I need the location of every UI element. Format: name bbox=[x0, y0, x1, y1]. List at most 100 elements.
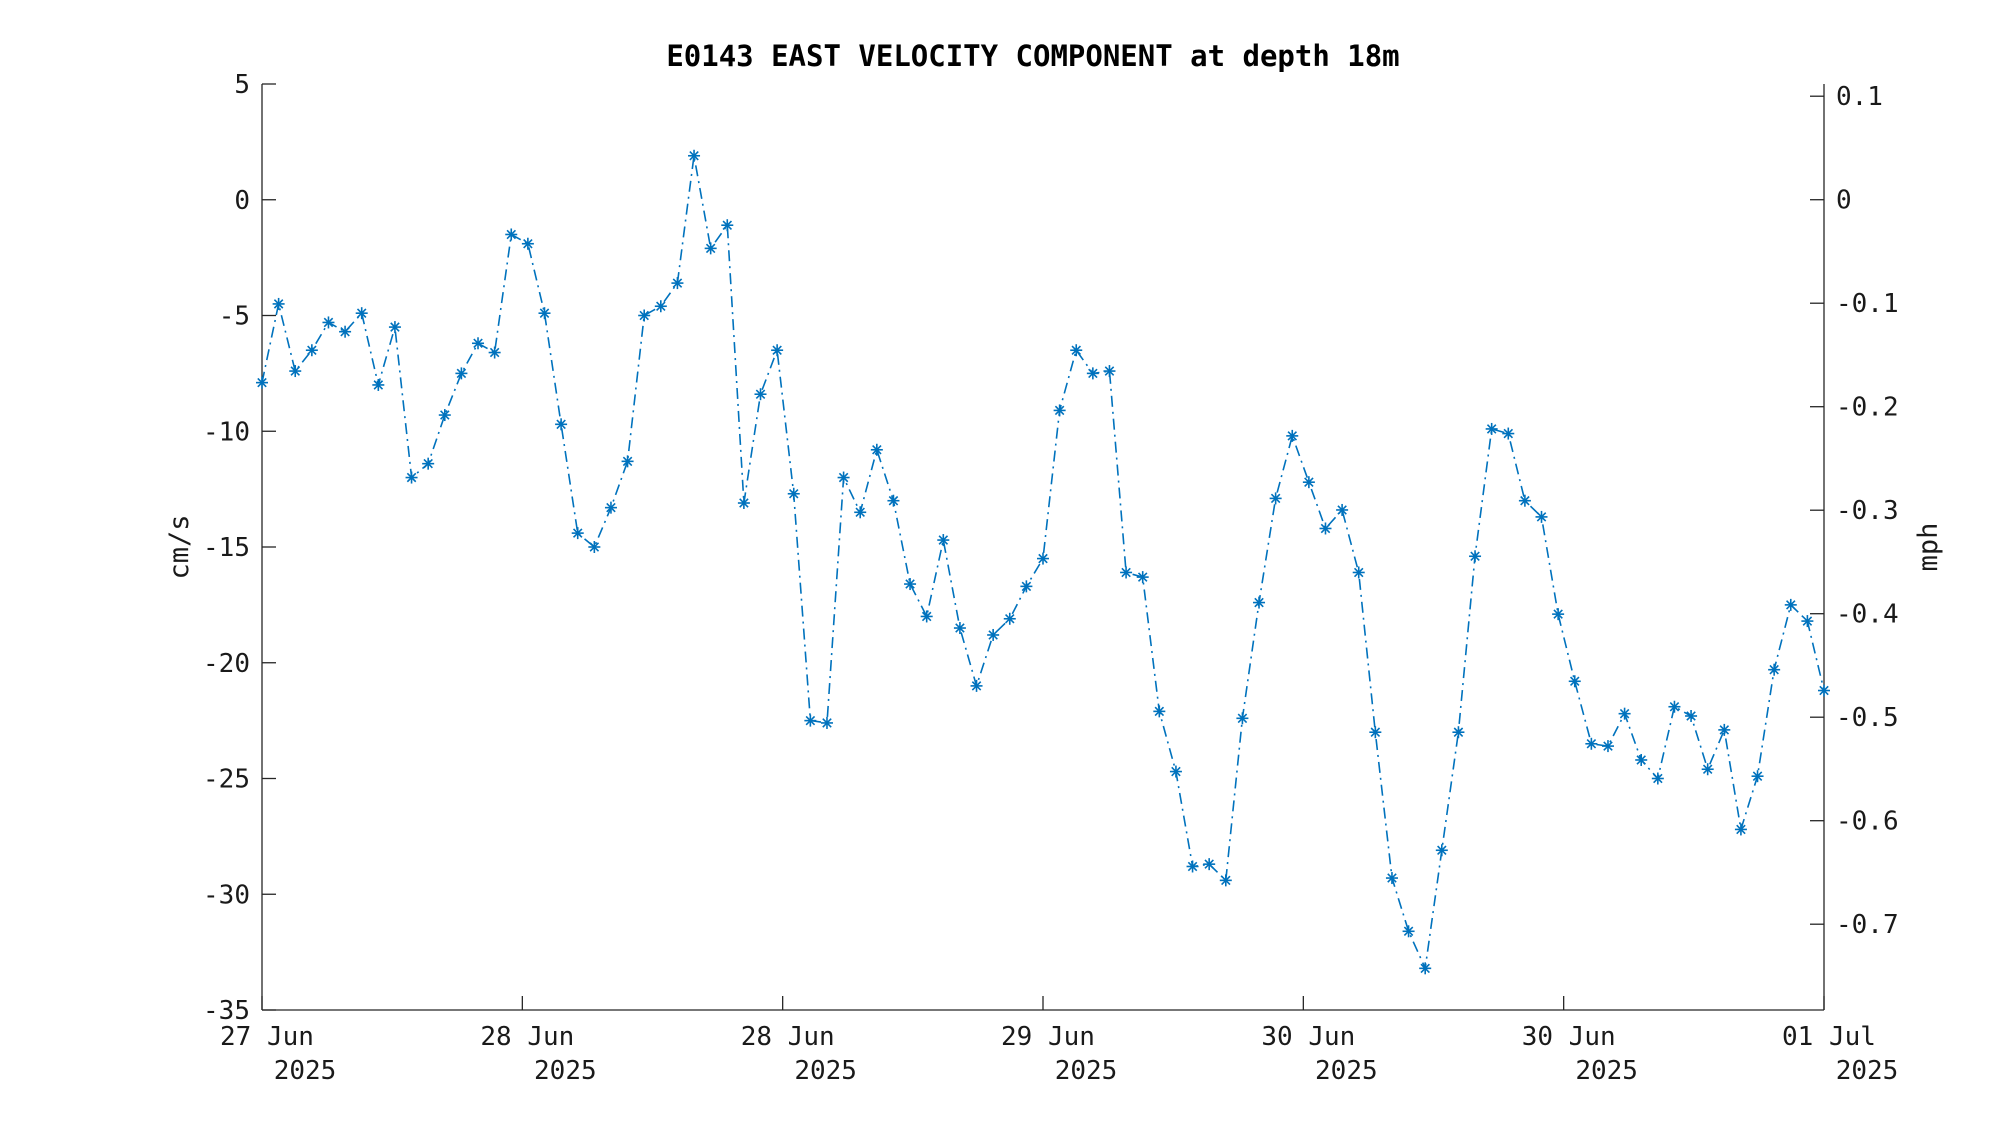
series-east-velocity bbox=[256, 149, 1830, 975]
x-tick-label-date: 27 Jun bbox=[220, 1022, 314, 1052]
data-point bbox=[804, 714, 817, 727]
data-point bbox=[305, 344, 318, 357]
data-point bbox=[505, 228, 518, 241]
data-point bbox=[538, 307, 551, 320]
data-point bbox=[388, 321, 401, 334]
data-point bbox=[488, 346, 501, 359]
y-tick-label: -25 bbox=[203, 765, 250, 795]
y-tick-label: 0 bbox=[234, 186, 250, 216]
data-point bbox=[1469, 550, 1482, 563]
data-point bbox=[870, 443, 883, 456]
data-point bbox=[1136, 571, 1149, 584]
data-point bbox=[1552, 608, 1565, 621]
data-point bbox=[1402, 925, 1415, 938]
data-point bbox=[1435, 844, 1448, 857]
data-point bbox=[272, 297, 285, 310]
data-point bbox=[671, 277, 684, 290]
data-point bbox=[854, 506, 867, 519]
data-point bbox=[1336, 503, 1349, 516]
data-point bbox=[1253, 596, 1266, 609]
data-point bbox=[1302, 476, 1315, 489]
data-point bbox=[1818, 684, 1830, 697]
data-point bbox=[837, 471, 850, 484]
plot-area bbox=[262, 84, 1824, 1010]
y2-tick-label: -0.4 bbox=[1836, 600, 1899, 630]
x-tick-label-year: 2025 bbox=[1836, 1056, 1899, 1086]
x-tick-label-year: 2025 bbox=[1575, 1056, 1638, 1086]
data-point bbox=[1518, 494, 1531, 507]
data-point bbox=[970, 679, 983, 692]
data-point bbox=[937, 534, 950, 547]
x-tick-label-date: 30 Jun bbox=[1522, 1022, 1616, 1052]
data-point bbox=[1369, 726, 1382, 739]
data-point bbox=[1535, 510, 1548, 523]
data-point bbox=[737, 497, 750, 510]
data-point bbox=[953, 622, 966, 635]
data-point bbox=[455, 367, 468, 380]
data-point bbox=[1452, 726, 1465, 739]
data-point bbox=[688, 149, 701, 162]
data-point bbox=[1502, 427, 1515, 440]
data-point bbox=[1734, 823, 1747, 836]
y-tick-label: -35 bbox=[203, 996, 250, 1026]
data-point bbox=[1651, 772, 1664, 785]
data-point bbox=[1186, 860, 1199, 873]
data-point bbox=[887, 494, 900, 507]
data-point bbox=[754, 388, 767, 401]
data-point bbox=[355, 307, 368, 320]
x-tick-label-year: 2025 bbox=[534, 1056, 597, 1086]
data-point bbox=[1086, 367, 1099, 380]
y2-tick-label: 0.1 bbox=[1836, 82, 1883, 112]
data-point bbox=[1053, 404, 1066, 417]
data-point bbox=[820, 716, 833, 729]
data-point bbox=[438, 409, 451, 422]
y-axis-right-ticks: 0.1 0 -0.1 -0.2 -0.3 -0.4 -0.5 -0.6 -0.7 bbox=[1810, 82, 1899, 940]
data-point bbox=[322, 316, 335, 329]
x-tick-label-date: 01 Jul bbox=[1782, 1022, 1876, 1052]
data-point bbox=[704, 242, 717, 255]
data-point bbox=[904, 578, 917, 591]
y-axis-left-ticks: 5 0 -5 -10 -15 -20 -25 -30 -35 bbox=[203, 70, 276, 1026]
y2-tick-label: -0.1 bbox=[1836, 289, 1899, 319]
data-point bbox=[1784, 598, 1797, 611]
data-point bbox=[1286, 429, 1299, 442]
data-point bbox=[1419, 962, 1432, 975]
data-point bbox=[1751, 770, 1764, 783]
data-point bbox=[1385, 872, 1398, 885]
data-point bbox=[1701, 763, 1714, 776]
y-tick-label: -20 bbox=[203, 649, 250, 679]
data-point bbox=[1037, 552, 1049, 565]
data-point bbox=[472, 337, 485, 350]
y-tick-label: -15 bbox=[203, 533, 250, 563]
chart-title: E0143 EAST VELOCITY COMPONENT at depth 1… bbox=[666, 39, 1399, 73]
data-point bbox=[521, 237, 534, 250]
data-point bbox=[1169, 765, 1182, 778]
y-tick-label: -10 bbox=[203, 417, 250, 447]
x-tick-label-year: 2025 bbox=[794, 1056, 857, 1086]
data-point bbox=[1070, 344, 1083, 357]
data-point bbox=[1020, 580, 1033, 593]
data-point bbox=[721, 219, 734, 232]
data-point bbox=[339, 325, 352, 338]
y2-tick-label: -0.3 bbox=[1836, 496, 1899, 526]
data-point bbox=[1585, 737, 1598, 750]
data-point bbox=[372, 378, 385, 391]
data-point bbox=[604, 501, 617, 514]
y-tick-label: 5 bbox=[234, 70, 250, 100]
data-point bbox=[1668, 700, 1681, 713]
data-point bbox=[1203, 858, 1216, 871]
data-point bbox=[1219, 874, 1232, 887]
y2-tick-label: -0.5 bbox=[1836, 703, 1899, 733]
y2-tick-label: -0.2 bbox=[1836, 393, 1899, 423]
x-tick-label-date: 29 Jun bbox=[1001, 1022, 1095, 1052]
data-point bbox=[1269, 492, 1282, 505]
data-point bbox=[1003, 612, 1016, 625]
x-tick-label-date: 30 Jun bbox=[1261, 1022, 1355, 1052]
data-point bbox=[289, 365, 302, 378]
data-point bbox=[1153, 705, 1166, 718]
data-point bbox=[638, 309, 651, 322]
data-point bbox=[1768, 663, 1781, 676]
data-point bbox=[771, 344, 784, 357]
data-point bbox=[654, 300, 667, 313]
data-point bbox=[1601, 740, 1614, 753]
